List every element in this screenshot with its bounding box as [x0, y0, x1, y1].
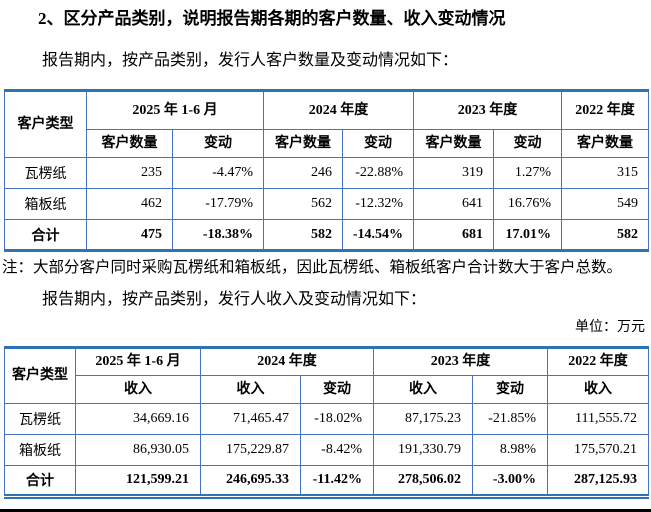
cell: 71,465.47 — [200, 403, 301, 435]
cell: 34,669.16 — [75, 403, 201, 435]
sub-header-count-2025: 客户数量 — [86, 129, 173, 158]
cell: 191,330.79 — [373, 434, 473, 466]
period-header-2025: 2025 年 1-6 月 — [75, 347, 201, 376]
sub-header-change-2024: 变动 — [342, 129, 415, 158]
cell: 175,570.21 — [547, 434, 649, 466]
cell: 121,599.21 — [75, 465, 201, 497]
row-label: 瓦楞纸 — [4, 403, 76, 435]
cell: 278,506.02 — [373, 465, 473, 497]
cell: -18.02% — [300, 403, 374, 435]
table-row-corrugated: 瓦楞纸 34,669.16 71,465.47 -18.02% 87,175.2… — [4, 403, 649, 435]
sub-header-count-2023: 客户数量 — [413, 129, 495, 158]
intro-customers-paragraph: 报告期内，按产品类别，发行人客户数量及变动情况如下： — [42, 52, 459, 69]
sub-header-revenue-2022: 收入 — [547, 375, 649, 404]
cell: 246,695.33 — [200, 465, 301, 497]
period-header-2025: 2025 年 1-6 月 — [85, 90, 265, 130]
cell: 681 — [413, 219, 495, 251]
table-row-total: 合计 475 -18.38% 582 -14.54% 681 17.01% 58… — [4, 219, 650, 251]
corner-header-customer-type: 客户类型 — [4, 347, 76, 404]
cell: -4.47% — [171, 157, 265, 189]
page-bottom-edge — [0, 509, 651, 512]
row-label: 箱板纸 — [4, 188, 87, 220]
period-header-2022: 2022 年度 — [547, 347, 649, 376]
cell: 641 — [413, 188, 495, 220]
cell: 86,930.05 — [75, 434, 201, 466]
cell: -11.42% — [300, 465, 374, 497]
sub-header-count-2024: 客户数量 — [263, 129, 344, 158]
table-row-corrugated: 瓦楞纸 235 -4.47% 246 -22.88% 319 1.27% 315 — [4, 157, 650, 189]
cell: 562 — [263, 188, 344, 220]
cell: 1.27% — [493, 157, 563, 189]
cell: 87,175.23 — [373, 403, 473, 435]
cell: -14.54% — [342, 219, 415, 251]
period-header-2023: 2023 年度 — [373, 347, 548, 376]
row-label: 箱板纸 — [4, 434, 76, 466]
cell: 235 — [86, 157, 173, 189]
cell: -21.85% — [472, 403, 548, 435]
cell: -17.79% — [171, 188, 265, 220]
cell: 111,555.72 — [547, 403, 649, 435]
cell: -8.42% — [300, 434, 374, 466]
cell: 8.98% — [472, 434, 548, 466]
sub-header-revenue-2025: 收入 — [75, 375, 201, 404]
sub-header-change-2023: 变动 — [493, 129, 563, 158]
cell: -18.38% — [171, 219, 265, 251]
table-row-total: 合计 121,599.21 246,695.33 -11.42% 278,506… — [4, 465, 649, 497]
table-footnote: 注：大部分客户同时采购瓦楞纸和箱板纸，因此瓦楞纸、箱板纸客户合计数大于客户总数。 — [2, 259, 623, 276]
corner-header-customer-type: 客户类型 — [4, 90, 87, 158]
cell: -12.32% — [342, 188, 415, 220]
sub-header-change-2024: 变动 — [300, 375, 374, 404]
cell: 319 — [413, 157, 495, 189]
cell: -22.88% — [342, 157, 415, 189]
cell: 246 — [263, 157, 344, 189]
intro-revenue-paragraph: 报告期内，按产品类别，发行人收入及变动情况如下： — [42, 291, 427, 308]
unit-label: 单位：万元 — [575, 320, 645, 335]
revenue-table: 客户类型 2025 年 1-6 月 2024 年度 2023 年度 2022 年… — [4, 346, 649, 499]
sub-header-change-2025: 变动 — [171, 129, 265, 158]
table-row-boxboard: 箱板纸 462 -17.79% 562 -12.32% 641 16.76% 5… — [4, 188, 650, 220]
cell: 16.76% — [493, 188, 563, 220]
cell: 462 — [86, 188, 173, 220]
cell: 175,229.87 — [200, 434, 301, 466]
cell: 287,125.93 — [547, 465, 649, 497]
row-label: 合计 — [4, 219, 87, 251]
period-header-2024: 2024 年度 — [200, 347, 374, 376]
cell: 475 — [86, 219, 173, 251]
sub-header-revenue-2023: 收入 — [373, 375, 473, 404]
sub-header-change-2023: 变动 — [472, 375, 548, 404]
cell: 582 — [561, 219, 650, 251]
customer-count-table: 客户类型 2025 年 1-6 月 2024 年度 2023 年度 2022 年… — [4, 89, 650, 252]
cell: 17.01% — [493, 219, 563, 251]
cell: 549 — [561, 188, 650, 220]
sub-header-revenue-2024: 收入 — [200, 375, 301, 404]
cell: -3.00% — [472, 465, 548, 497]
row-label: 瓦楞纸 — [4, 157, 87, 189]
row-label: 合计 — [4, 465, 76, 497]
period-header-2023: 2023 年度 — [413, 90, 563, 130]
section-title: 2、区分产品类别，说明报告期各期的客户数量、收入变动情况 — [38, 9, 506, 28]
sub-header-count-2022: 客户数量 — [561, 129, 650, 158]
table-row-boxboard: 箱板纸 86,930.05 175,229.87 -8.42% 191,330.… — [4, 434, 649, 466]
cell: 315 — [561, 157, 650, 189]
period-header-2022: 2022 年度 — [561, 90, 650, 130]
period-header-2024: 2024 年度 — [263, 90, 415, 130]
cell: 582 — [263, 219, 344, 251]
